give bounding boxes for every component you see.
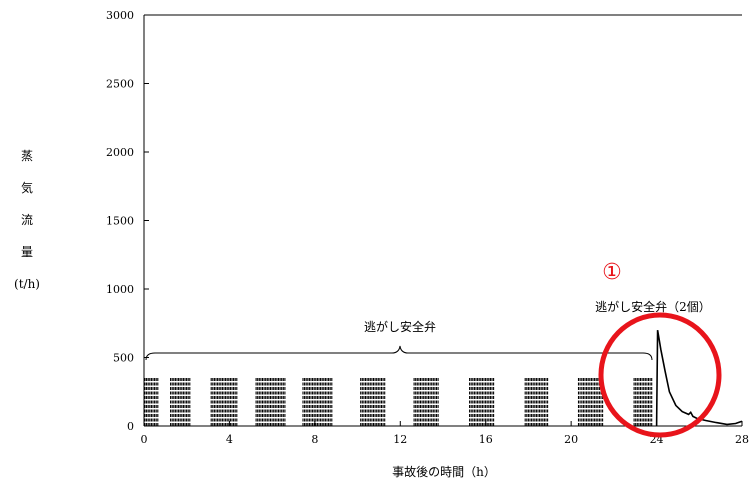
relief-valve-burst — [633, 378, 653, 426]
y-tick-label: 3000 — [106, 9, 134, 22]
y-tick-labels: 0 500 1000 1500 2000 2500 3000 — [106, 9, 134, 433]
y-tick-label: 500 — [113, 352, 134, 365]
x-tick-label: 12 — [393, 433, 407, 446]
marker-label: 逃がし安全弁（2個） — [595, 299, 711, 314]
brace-label: 逃がし安全弁 — [364, 319, 436, 334]
x-axis-label: 事故後の時間（h） — [392, 464, 496, 479]
relief-valve-burst — [210, 378, 238, 426]
relief-valve-burst — [577, 378, 604, 426]
y-label-char: 流 — [21, 213, 33, 227]
relief-valve-burst — [413, 378, 439, 426]
y-tick-label: 1000 — [106, 283, 134, 296]
x-tick-label: 8 — [311, 433, 318, 446]
y-label-char: 蒸 — [21, 149, 33, 163]
relief-valve-burst — [469, 378, 495, 426]
y-tick-label: 2000 — [106, 146, 134, 159]
relief-valve-burst — [302, 378, 333, 426]
marker-circled-number: ① — [602, 260, 622, 285]
x-tick-labels: 0 4 8 12 16 20 24 28 — [141, 433, 750, 446]
relief-valve-burst — [255, 378, 286, 426]
y-tick-label: 1500 — [106, 215, 134, 228]
y-label-char: (t/h) — [14, 277, 40, 291]
steam-flow-series — [655, 329, 743, 427]
highlight-circle — [598, 312, 722, 438]
relief-valve-burst — [170, 378, 191, 426]
y-tick-label: 0 — [127, 420, 134, 433]
y-label-char: 量 — [21, 245, 33, 259]
x-tick-label: 20 — [564, 433, 578, 446]
plot-axes — [143, 14, 743, 427]
relief-valve-burst — [360, 378, 386, 426]
relief-valve-brace — [145, 345, 653, 361]
x-tick-label: 0 — [141, 433, 148, 446]
x-tick-label: 28 — [735, 433, 749, 446]
x-tick-label: 4 — [226, 433, 233, 446]
relief-valve-burst — [524, 378, 549, 426]
relief-valve-burst — [144, 378, 159, 426]
x-tick-label: 16 — [479, 433, 493, 446]
steam-flow-line — [655, 329, 743, 427]
y-tick-label: 2500 — [106, 78, 134, 91]
relief-valve-bursts — [144, 378, 653, 426]
y-label-char: 気 — [21, 180, 33, 195]
